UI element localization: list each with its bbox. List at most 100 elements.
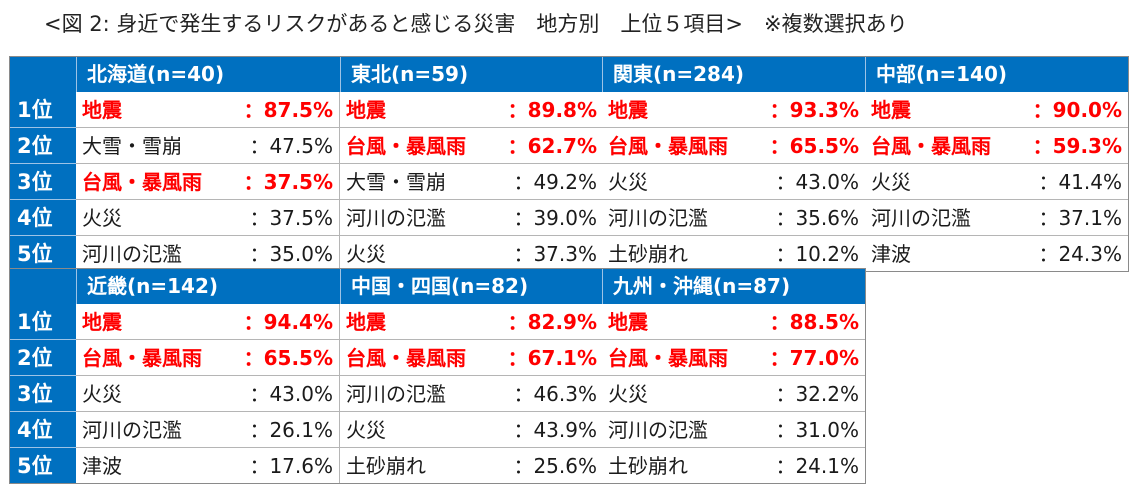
rank-label: 5位 bbox=[9, 448, 76, 484]
disaster-name: 火災 bbox=[346, 418, 386, 442]
disaster-percent: ：37.5% bbox=[243, 170, 333, 194]
table-cell: 土砂崩れ ：24.1% bbox=[602, 448, 866, 484]
disaster-name: 台風・暴風雨 bbox=[346, 346, 466, 370]
disaster-percent: ：88.5% bbox=[769, 310, 859, 334]
disaster-name: 地震 bbox=[608, 310, 648, 334]
disaster-name: 台風・暴風雨 bbox=[608, 346, 728, 370]
table-cell: 土砂崩れ ：10.2% bbox=[602, 236, 866, 272]
table-cell: 大雪・雪崩 ：49.2% bbox=[340, 164, 604, 200]
table-cell: 台風・暴風雨 ：65.5% bbox=[76, 340, 340, 376]
table-cell: 地震 ：82.9% bbox=[340, 304, 604, 340]
disaster-name: 地震 bbox=[871, 98, 911, 122]
disaster-percent: ：24.1% bbox=[775, 454, 859, 478]
disaster-name: 津波 bbox=[871, 242, 911, 266]
disaster-percent: ：90.0% bbox=[1032, 98, 1122, 122]
disaster-percent: ：37.5% bbox=[249, 206, 333, 230]
disaster-percent: ：25.6% bbox=[513, 454, 597, 478]
disaster-percent: ：43.9% bbox=[513, 418, 597, 442]
disaster-percent: ：87.5% bbox=[243, 98, 333, 122]
rank-label: 1位 bbox=[9, 304, 76, 340]
disaster-name: 土砂崩れ bbox=[608, 242, 688, 266]
disaster-name: 河川の氾濫 bbox=[82, 242, 182, 266]
table-cell: 台風・暴風雨 ：37.5% bbox=[76, 164, 340, 200]
disaster-percent: ：41.4% bbox=[1038, 170, 1122, 194]
disaster-name: 火災 bbox=[346, 242, 386, 266]
table-cell: 地震 ：94.4% bbox=[76, 304, 340, 340]
table-cell: 火災 ：43.0% bbox=[602, 164, 866, 200]
disaster-percent: ：43.0% bbox=[249, 382, 333, 406]
table-cell: 河川の氾濫 ：46.3% bbox=[340, 376, 604, 412]
disaster-name: 土砂崩れ bbox=[346, 454, 426, 478]
table-cell: 地震 ：88.5% bbox=[602, 304, 866, 340]
table-cell: 地震 ：87.5% bbox=[76, 92, 340, 128]
table-cell: 河川の氾濫 ：35.0% bbox=[76, 236, 340, 272]
table-cell: 台風・暴風雨 ：77.0% bbox=[602, 340, 866, 376]
region-header: 北海道(n=40) bbox=[76, 56, 340, 92]
table-cell: 河川の氾濫 ：39.0% bbox=[340, 200, 604, 236]
disaster-percent: ：46.3% bbox=[513, 382, 597, 406]
disaster-percent: ：94.4% bbox=[243, 310, 333, 334]
disaster-name: 台風・暴風雨 bbox=[871, 134, 991, 158]
disaster-percent: ：67.1% bbox=[507, 346, 597, 370]
disaster-percent: ：59.3% bbox=[1032, 134, 1122, 158]
disaster-name: 津波 bbox=[82, 454, 122, 478]
region-header: 中国・四国(n=82) bbox=[340, 268, 604, 304]
header-corner bbox=[9, 268, 76, 304]
disaster-percent: ：43.0% bbox=[775, 170, 859, 194]
disaster-name: 地震 bbox=[608, 98, 648, 122]
rank-label: 4位 bbox=[9, 412, 76, 448]
disaster-name: 火災 bbox=[608, 170, 648, 194]
disaster-name: 河川の氾濫 bbox=[82, 418, 182, 442]
disaster-name: 地震 bbox=[82, 98, 122, 122]
disaster-name: 火災 bbox=[82, 206, 122, 230]
disaster-percent: ：35.6% bbox=[775, 206, 859, 230]
disaster-name: 台風・暴風雨 bbox=[82, 170, 202, 194]
table-cell: 火災 ：32.2% bbox=[602, 376, 866, 412]
disaster-percent: ：10.2% bbox=[775, 242, 859, 266]
rank-label: 4位 bbox=[9, 200, 76, 236]
table-cell: 河川の氾濫 ：35.6% bbox=[602, 200, 866, 236]
disaster-percent: ：39.0% bbox=[513, 206, 597, 230]
disaster-name: 台風・暴風雨 bbox=[608, 134, 728, 158]
table-cell: 大雪・雪崩 ：47.5% bbox=[76, 128, 340, 164]
disaster-name: 河川の氾濫 bbox=[346, 206, 446, 230]
disaster-percent: ：24.3% bbox=[1038, 242, 1122, 266]
disaster-percent: ：47.5% bbox=[249, 134, 333, 158]
table-cell: 火災 ：41.4% bbox=[865, 164, 1129, 200]
disaster-percent: ：49.2% bbox=[513, 170, 597, 194]
header-corner bbox=[9, 56, 76, 92]
table-cell: 地震 ：90.0% bbox=[865, 92, 1129, 128]
region-header: 九州・沖縄(n=87) bbox=[602, 268, 866, 304]
rank-label: 1位 bbox=[9, 92, 76, 128]
figure-title: <図 2: 身近で発生するリスクがあると感じる災害 地方別 上位５項目> ※複数… bbox=[44, 12, 908, 36]
table-cell: 津波 ：17.6% bbox=[76, 448, 340, 484]
disaster-percent: ：89.8% bbox=[507, 98, 597, 122]
disaster-percent: ：62.7% bbox=[507, 134, 597, 158]
table-cell: 火災 ：43.9% bbox=[340, 412, 604, 448]
disaster-name: 台風・暴風雨 bbox=[82, 346, 202, 370]
disaster-percent: ：65.5% bbox=[769, 134, 859, 158]
table-cell: 地震 ：93.3% bbox=[602, 92, 866, 128]
disaster-name: 地震 bbox=[346, 310, 386, 334]
table-cell: 火災 ：37.5% bbox=[76, 200, 340, 236]
disaster-percent: ：65.5% bbox=[243, 346, 333, 370]
disaster-name: 土砂崩れ bbox=[608, 454, 688, 478]
disaster-percent: ：32.2% bbox=[775, 382, 859, 406]
table-cell: 台風・暴風雨 ：59.3% bbox=[865, 128, 1129, 164]
table-cell: 台風・暴風雨 ：65.5% bbox=[602, 128, 866, 164]
disaster-name: 台風・暴風雨 bbox=[346, 134, 466, 158]
rank-label: 5位 bbox=[9, 236, 76, 272]
table-cell: 河川の氾濫 ：37.1% bbox=[865, 200, 1129, 236]
rank-label: 3位 bbox=[9, 164, 76, 200]
rank-label: 2位 bbox=[9, 128, 76, 164]
disaster-name: 火災 bbox=[608, 382, 648, 406]
disaster-name: 火災 bbox=[82, 382, 122, 406]
table-cell: 台風・暴風雨 ：67.1% bbox=[340, 340, 604, 376]
disaster-name: 河川の氾濫 bbox=[346, 382, 446, 406]
disaster-percent: ：26.1% bbox=[249, 418, 333, 442]
rank-label: 3位 bbox=[9, 376, 76, 412]
table-cell: 地震 ：89.8% bbox=[340, 92, 604, 128]
disaster-name: 大雪・雪崩 bbox=[346, 170, 446, 194]
region-header: 東北(n=59) bbox=[340, 56, 604, 92]
disaster-name: 地震 bbox=[82, 310, 122, 334]
